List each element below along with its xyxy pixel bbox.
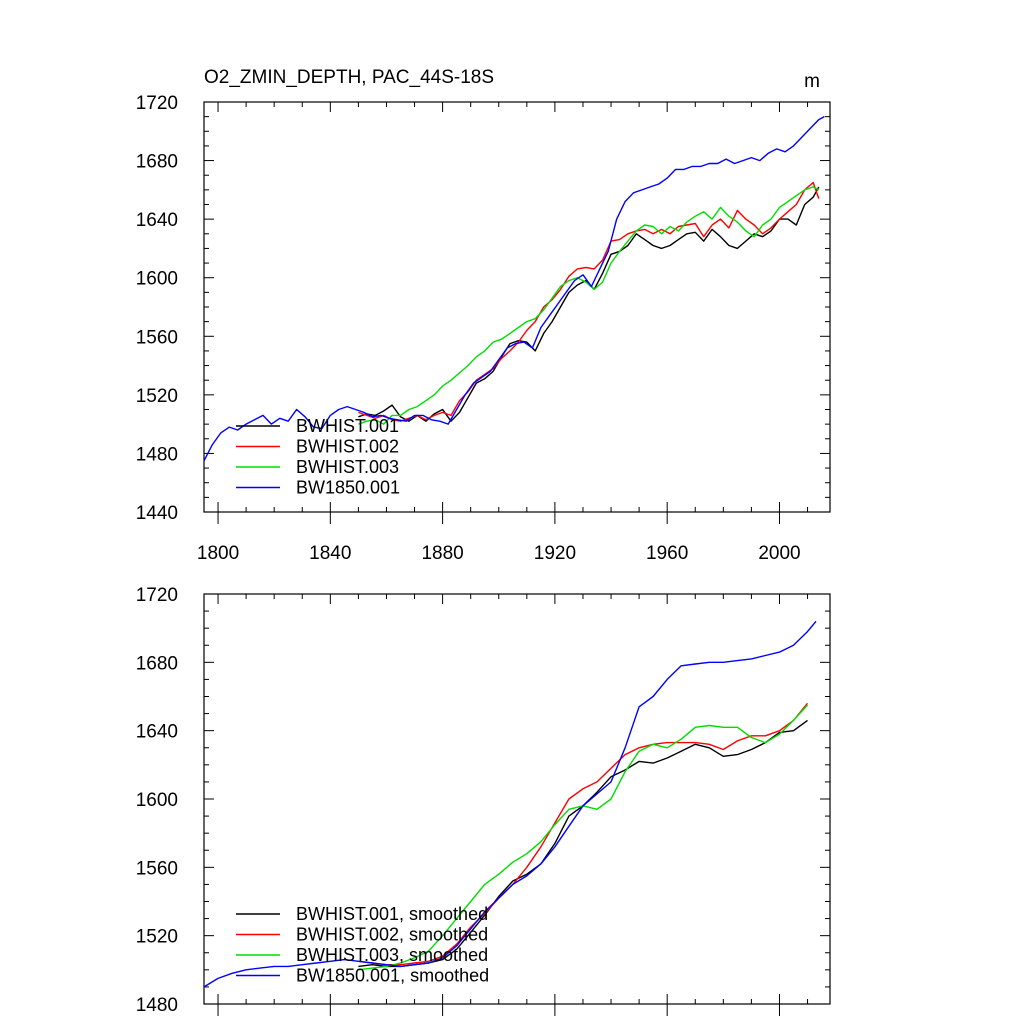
legend-label: BWHIST.001 — [296, 416, 399, 436]
y-tick-label: 1680 — [136, 653, 178, 674]
top-chart-panel: O2_ZMIN_DEPTH, PAC_44S-18S m 1440 1480 152… — [136, 67, 831, 564]
legend-label: BW1850.001, smoothed — [296, 966, 489, 986]
y-tick-label: 1720 — [136, 93, 178, 114]
y-tick-label: 1560 — [136, 858, 178, 879]
legend-label: BWHIST.001, smoothed — [296, 904, 488, 924]
units-label: m — [804, 71, 820, 92]
y-tick-label: 1480 — [136, 444, 178, 465]
axis-ticks — [204, 101, 830, 524]
x-tick-label: 2000 — [758, 543, 800, 564]
legend-label: BWHIST.003 — [296, 457, 399, 477]
y-tick-label: 1560 — [136, 327, 178, 348]
series-lines — [203, 620, 817, 988]
y-tick-label: 1600 — [136, 790, 178, 811]
tick-labels: 1480 1520 1560 1600 1640 1680 1720 — [136, 585, 178, 1016]
y-tick-label: 1440 — [136, 503, 178, 524]
series-line — [203, 115, 825, 462]
series-line — [358, 702, 809, 966]
y-tick-label: 1600 — [136, 269, 178, 290]
bottom-chart-panel: 1480 1520 1560 1600 1640 1680 1720 BWHIST.001,… — [136, 585, 831, 1016]
y-tick-label: 1680 — [136, 152, 178, 173]
x-tick-label: 1880 — [421, 543, 463, 564]
axis-ticks — [204, 593, 830, 1016]
y-tick-label: 1520 — [136, 386, 178, 407]
y-tick-label: 1520 — [136, 927, 178, 948]
x-tick-label: 1920 — [534, 543, 576, 564]
y-tick-label: 1720 — [136, 585, 178, 606]
legend-label: BWHIST.002, smoothed — [296, 925, 488, 945]
legend-label: BW1850.001 — [296, 478, 400, 498]
y-tick-label: 1640 — [136, 210, 178, 231]
series-line — [358, 181, 820, 422]
series-lines — [203, 115, 825, 462]
tick-labels: 1440 1480 1520 1560 1600 1640 1680 1720 1800 1840… — [136, 93, 801, 564]
y-tick-label: 1640 — [136, 722, 178, 743]
x-tick-label: 1800 — [197, 543, 239, 564]
legend-label: BWHIST.002 — [296, 437, 399, 457]
x-tick-label: 1960 — [646, 543, 688, 564]
legend-label: BWHIST.003, smoothed — [296, 945, 488, 965]
y-tick-label: 1480 — [136, 995, 178, 1016]
x-tick-label: 1840 — [309, 543, 351, 564]
chart-title: O2_ZMIN_DEPTH, PAC_44S-18S — [204, 67, 494, 88]
series-line — [203, 620, 817, 988]
